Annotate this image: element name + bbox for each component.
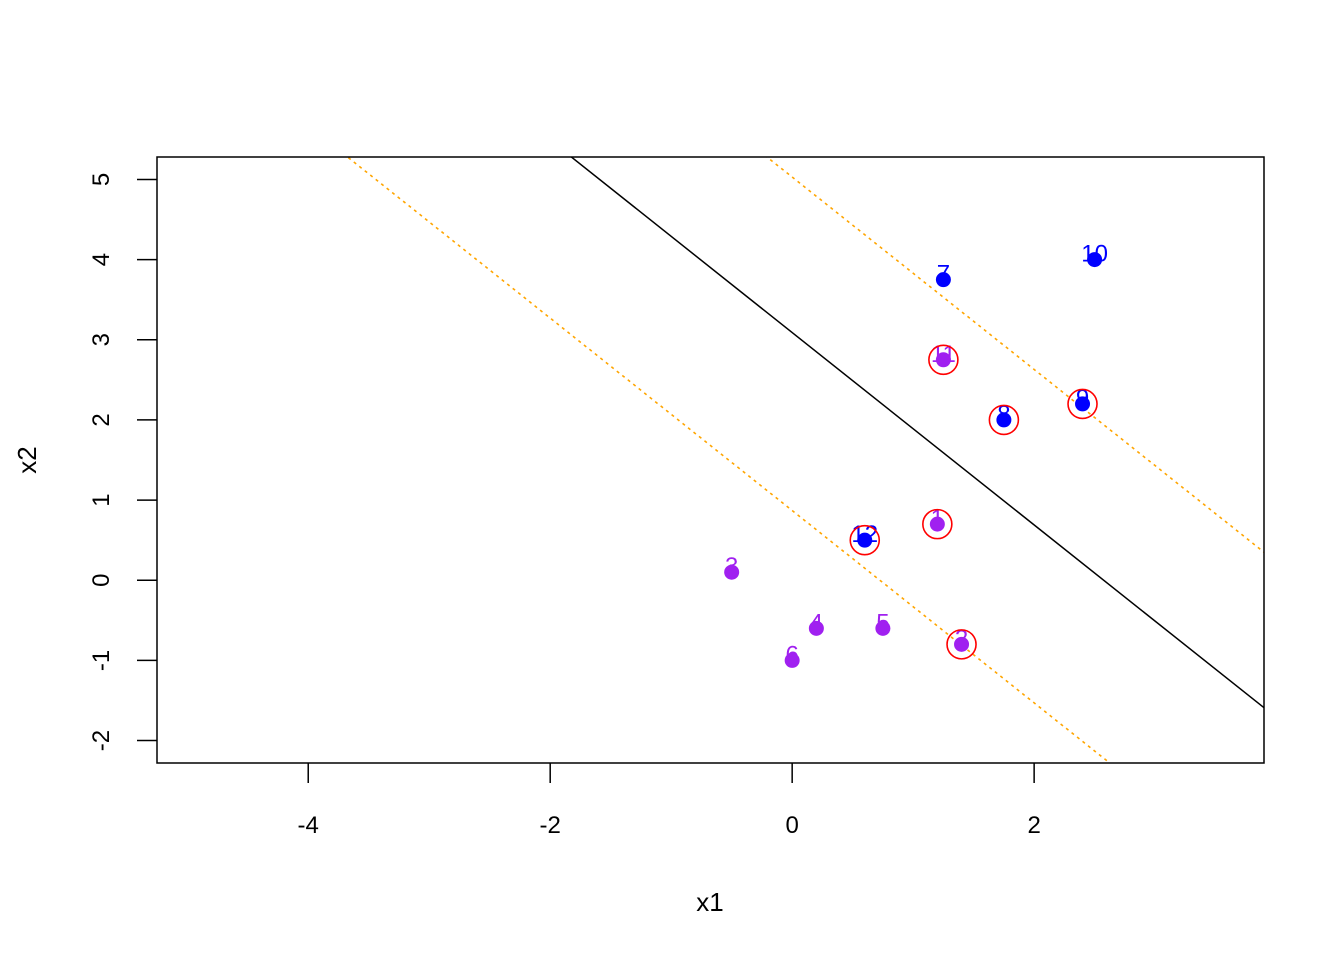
- x-axis-title: x1: [696, 887, 723, 917]
- data-point: [875, 620, 891, 636]
- data-point: [929, 516, 945, 532]
- data-point: [996, 412, 1012, 428]
- x-tick-label: 2: [1027, 812, 1040, 839]
- support-vector-circle: [928, 344, 959, 376]
- support-vector-circle: [849, 524, 881, 556]
- y-tick-label: 5: [88, 173, 115, 186]
- margin-upper: [765, 157, 1264, 554]
- point-label: 4: [810, 609, 823, 636]
- point-label: 7: [937, 261, 950, 288]
- point-label: 1: [931, 505, 944, 532]
- x-axis: -4 -2 0 2: [298, 763, 1041, 839]
- y-tick-label: 2: [88, 413, 115, 426]
- data-point: [1087, 252, 1103, 268]
- support-vector-circle: [1067, 388, 1098, 420]
- x-tick-label: -4: [298, 812, 319, 839]
- data-point: [784, 652, 800, 668]
- support-vector-circle: [988, 404, 1020, 436]
- point-label: 10: [1081, 241, 1108, 268]
- point-label: 8: [997, 401, 1010, 428]
- data-point: [808, 620, 824, 636]
- point-label: 6: [785, 641, 798, 668]
- data-point: [935, 352, 951, 368]
- y-tick-label: 4: [88, 253, 115, 266]
- plot-frame: [156, 156, 1265, 764]
- y-tick-label: -2: [88, 730, 115, 751]
- lines-layer: [346, 157, 1264, 763]
- support-vector-circle: [922, 508, 953, 540]
- data-point: [935, 272, 951, 288]
- data-point: [857, 532, 873, 548]
- point-label: 9: [1076, 385, 1089, 412]
- y-axis-title: x2: [12, 446, 42, 473]
- data-point: [1075, 396, 1091, 412]
- y-tick-label: 1: [88, 493, 115, 506]
- support-vector-circle: [946, 629, 977, 660]
- margin-lower: [346, 157, 1112, 763]
- point-label: 3: [725, 553, 738, 580]
- point-label: 2: [955, 625, 968, 652]
- y-tick-label: 0: [88, 574, 115, 587]
- data-point: [954, 636, 970, 652]
- y-tick-label: 3: [88, 333, 115, 346]
- decision-boundary: [570, 157, 1264, 709]
- x-tick-label: 0: [785, 812, 798, 839]
- y-tick-label: -1: [88, 650, 115, 671]
- data-point: [724, 564, 740, 580]
- point-label: 5: [876, 609, 889, 636]
- y-axis: -2 -1 0 1 2 3 4 5: [88, 173, 157, 751]
- x-tick-label: -2: [540, 812, 561, 839]
